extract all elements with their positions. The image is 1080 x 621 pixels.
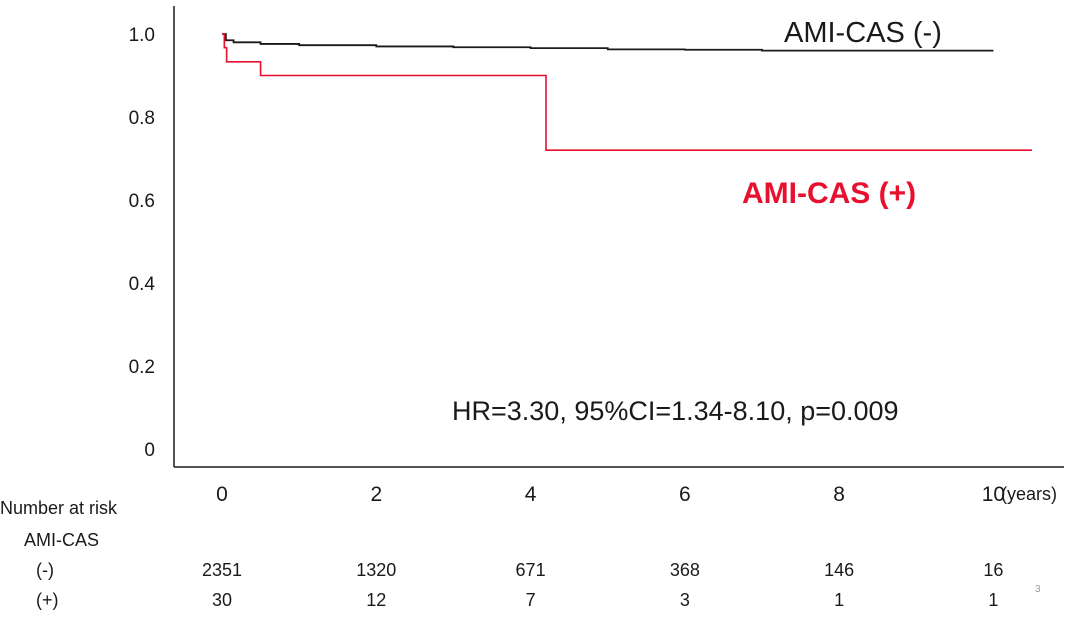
slide-number: 3 bbox=[1035, 584, 1041, 595]
risk-count: 146 bbox=[824, 560, 854, 580]
risk-count: 7 bbox=[526, 590, 536, 610]
y-axis: 0 0.2 0.4 0.6 0.8 1.0 bbox=[129, 6, 175, 467]
survival-curve-ami-cas-pos bbox=[222, 33, 1032, 151]
risk-row-label: (-) bbox=[36, 560, 54, 580]
risk-count: 12 bbox=[366, 590, 386, 610]
x-tick-label: 2 bbox=[370, 483, 382, 506]
survival-curve-ami-cas-neg bbox=[222, 33, 994, 52]
x-axis: 0 2 4 6 8 10 bbox=[174, 466, 1064, 506]
series-lines bbox=[222, 33, 1032, 151]
hazard-ratio-annotation: HR=3.30, 95%CI=1.34-8.10, p=0.009 bbox=[452, 396, 899, 426]
risk-count: 671 bbox=[516, 560, 546, 580]
y-tick-label: 1.0 bbox=[129, 25, 155, 46]
risk-table-title: Number at risk bbox=[0, 498, 118, 518]
x-tick-label: 10 bbox=[982, 483, 1005, 506]
risk-table-group-label: AMI-CAS bbox=[24, 530, 99, 550]
y-tick-label: 0.6 bbox=[129, 191, 155, 212]
risk-count: 2351 bbox=[202, 560, 242, 580]
x-unit-label: (years) bbox=[1001, 484, 1057, 504]
risk-table: (-) 2351 1320 671 368 146 16 (+) 30 12 7 3 1 1 bbox=[36, 560, 1003, 610]
risk-count: 16 bbox=[983, 560, 1003, 580]
x-tick-label: 0 bbox=[216, 483, 228, 506]
x-tick-label: 6 bbox=[679, 483, 691, 506]
risk-count: 1 bbox=[834, 590, 844, 610]
x-tick-label: 4 bbox=[525, 483, 537, 506]
y-tick-label: 0.8 bbox=[129, 108, 155, 129]
risk-count: 368 bbox=[670, 560, 700, 580]
y-tick-label: 0 bbox=[144, 440, 155, 461]
risk-count: 30 bbox=[212, 590, 232, 610]
risk-row-label: (+) bbox=[36, 590, 59, 610]
risk-count: 3 bbox=[680, 590, 690, 610]
series-label-ami-cas-neg: AMI-CAS (-) bbox=[784, 17, 942, 49]
x-tick-label: 8 bbox=[833, 483, 845, 506]
y-tick-label: 0.2 bbox=[129, 357, 155, 378]
y-tick-label: 0.4 bbox=[129, 274, 156, 295]
series-label-ami-cas-pos: AMI-CAS (+) bbox=[742, 177, 916, 210]
risk-count: 1 bbox=[988, 590, 998, 610]
risk-count: 1320 bbox=[356, 560, 396, 580]
